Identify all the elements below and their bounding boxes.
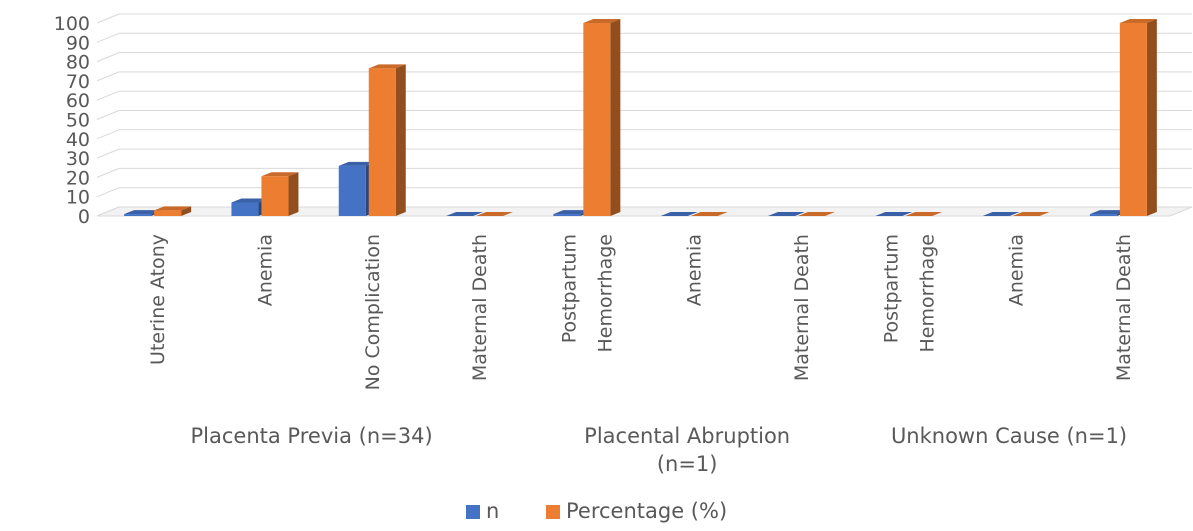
gridline-side bbox=[97, 111, 119, 120]
y-tick-label: 60 bbox=[66, 90, 90, 112]
gridline-side bbox=[97, 91, 119, 100]
group-label: Unknown Cause (n=1) bbox=[891, 424, 1127, 448]
bar-percentage bbox=[1120, 23, 1147, 216]
category-label: No Complication bbox=[362, 234, 384, 390]
bar-side bbox=[1147, 19, 1157, 216]
bar-n bbox=[339, 166, 366, 216]
gridline-side bbox=[97, 130, 119, 139]
category-label: Postpartum bbox=[880, 234, 902, 343]
category-label: Anemia bbox=[254, 234, 276, 306]
y-tick-label: 50 bbox=[66, 110, 90, 132]
y-tick-label: 30 bbox=[66, 148, 90, 170]
gridline-side bbox=[97, 14, 119, 23]
bar-side bbox=[610, 19, 620, 216]
legend-swatch-n bbox=[466, 505, 480, 519]
category-label: Hemorrhage bbox=[916, 234, 938, 353]
category-label: Hemorrhage bbox=[594, 234, 616, 353]
bar-n bbox=[1090, 214, 1117, 216]
category-label: Postpartum bbox=[558, 234, 580, 343]
y-tick-label: 10 bbox=[66, 187, 90, 209]
category-label: Maternal Death bbox=[791, 234, 813, 381]
bar-percentage bbox=[583, 23, 610, 216]
y-tick-label: 90 bbox=[66, 32, 90, 54]
legend-label: Percentage (%) bbox=[566, 499, 727, 523]
bar-n bbox=[124, 214, 151, 216]
y-tick-label: 100 bbox=[54, 13, 90, 35]
gridline-side bbox=[97, 33, 119, 42]
category-label: Anemia bbox=[1006, 234, 1028, 306]
y-tick-label: 20 bbox=[66, 167, 90, 189]
bar-percentage bbox=[154, 210, 181, 216]
category-label: Maternal Death bbox=[1113, 234, 1135, 381]
group-label: Placental Abruption bbox=[584, 424, 790, 448]
gridline-side bbox=[97, 53, 119, 62]
gridline-side bbox=[97, 188, 119, 197]
legend-swatch-percentage bbox=[546, 505, 560, 519]
bar-n bbox=[231, 202, 258, 216]
bar-side bbox=[288, 172, 298, 216]
bar-n bbox=[553, 214, 580, 216]
group-label: Placenta Previa (n=34) bbox=[191, 424, 433, 448]
legend-label: n bbox=[486, 499, 499, 523]
bar-percentage bbox=[369, 68, 396, 216]
y-tick-label: 40 bbox=[66, 129, 90, 151]
gridline-side bbox=[97, 168, 119, 177]
y-tick-label: 80 bbox=[66, 52, 90, 74]
y-tick-label: 70 bbox=[66, 71, 90, 93]
category-label: Uterine Atony bbox=[147, 234, 169, 365]
bar-side bbox=[396, 64, 406, 216]
group-label: (n=1) bbox=[657, 452, 718, 476]
y-tick-label: 0 bbox=[78, 206, 90, 228]
bar-percentage bbox=[261, 176, 288, 216]
category-label: Maternal Death bbox=[469, 234, 491, 381]
category-label: Anemia bbox=[684, 234, 706, 306]
gridline-side bbox=[97, 149, 119, 158]
gridline-side bbox=[97, 72, 119, 81]
